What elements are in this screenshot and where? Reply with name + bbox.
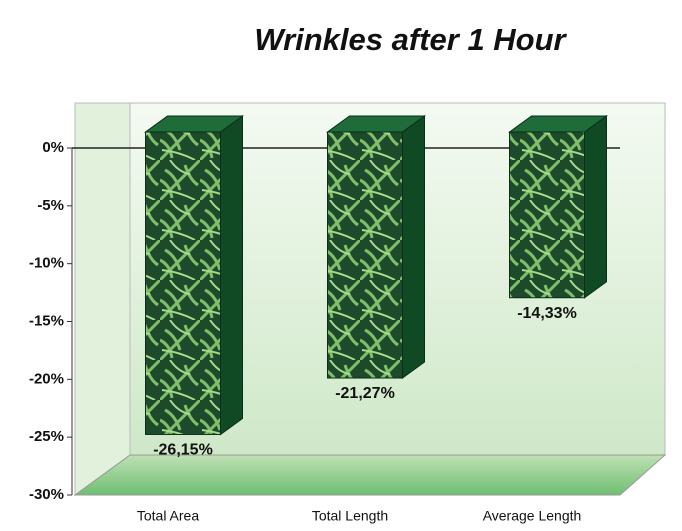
y-tick-label: -15% [29,312,64,329]
value-label: -26,15% [153,442,213,459]
bar [327,131,403,379]
x-tick-label: Total Area [137,508,199,524]
side-wall [74,102,131,496]
floor [73,454,667,496]
y-tick-label: -25% [29,428,64,445]
y-tick-label: 0% [42,139,64,156]
y-tick-label: -30% [29,486,64,503]
bar-side [584,115,607,299]
bar [145,131,221,435]
value-label: -14,33% [517,305,577,322]
y-tick-label: -20% [29,370,64,387]
y-tick-label: -10% [29,255,64,272]
x-tick-label: Total Length [312,508,388,524]
value-label: -21,27% [335,385,395,402]
x-tick-label: Average Length [483,508,582,524]
bar-side [402,115,425,380]
bar-side [220,115,243,436]
bar [509,131,585,299]
y-tick-label: -5% [37,197,64,214]
chart-title: Wrinkles after 1 Hour [254,22,567,57]
